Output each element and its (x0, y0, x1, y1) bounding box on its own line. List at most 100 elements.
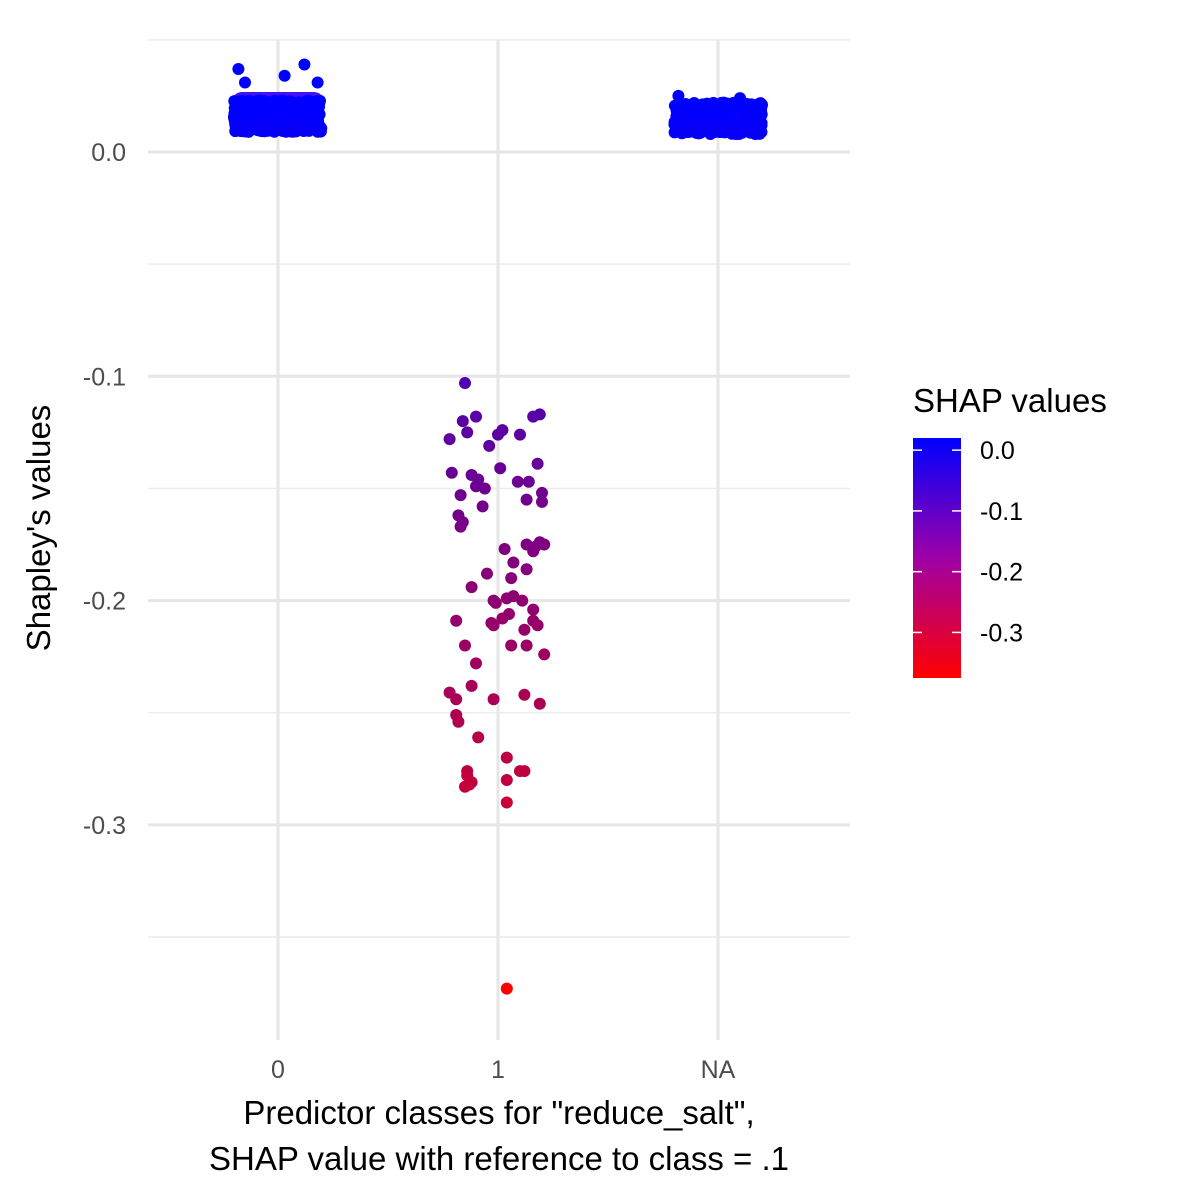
point-class-0 (228, 107, 241, 120)
point-class-1 (505, 572, 518, 585)
point-class-1 (536, 495, 548, 508)
point-class-0 (258, 125, 271, 138)
y-tick-label: 0.0 (91, 139, 126, 167)
x-tick-label: NA (701, 1056, 736, 1084)
point-class-0 (248, 109, 261, 122)
point-class-1 (459, 377, 471, 390)
point-class-na (730, 111, 743, 124)
point-class-na (717, 96, 730, 109)
legend-tick-label: 0.0 (980, 437, 1015, 465)
point-class-1 (533, 697, 546, 710)
point-class-1 (465, 679, 478, 692)
point-class-1 (494, 462, 507, 475)
point-class-0 (278, 69, 291, 82)
point-class-1 (470, 480, 482, 493)
color-legend: SHAP values 0.0 -0.1 -0.2 -0.3 (913, 382, 1107, 678)
point-class-1 (500, 774, 513, 787)
point-class-1 (527, 545, 540, 558)
point-class-na (672, 89, 685, 102)
point-class-1 (472, 731, 485, 744)
point-class-1 (531, 457, 544, 470)
point-class-1 (516, 594, 529, 607)
point-class-1 (450, 693, 463, 706)
legend-title: SHAP values (913, 382, 1107, 419)
point-class-1 (456, 415, 469, 428)
point-class-1 (520, 639, 533, 652)
x-tick-label: 1 (491, 1056, 505, 1084)
point-class-1 (496, 612, 509, 625)
point-class-1 (459, 639, 471, 652)
point-class-1 (518, 765, 531, 778)
point-class-na (706, 106, 719, 119)
point-class-1 (492, 428, 504, 441)
point-class-na (668, 126, 681, 139)
point-class-1 (505, 639, 518, 652)
legend-tick-label: -0.2 (980, 559, 1023, 587)
point-class-1 (487, 693, 500, 706)
point-class-1 (454, 489, 467, 502)
point-class-1 (520, 563, 533, 576)
point-class-0 (268, 96, 281, 109)
point-class-1 (520, 493, 533, 506)
point-class-1 (522, 475, 535, 488)
legend-tick-label: -0.1 (980, 498, 1023, 526)
point-class-1 (481, 567, 493, 580)
point-class-0 (298, 58, 311, 71)
point-class-na (734, 92, 746, 105)
point-class-1 (538, 538, 551, 551)
x-axis-title-line-2: SHAP value with reference to class = .1 (209, 1140, 789, 1177)
grid-lines (148, 39, 850, 1040)
point-class-0 (239, 76, 251, 89)
legend-colorbar (913, 438, 961, 678)
point-class-1 (500, 982, 513, 995)
point-class-na (683, 100, 696, 113)
point-class-0 (268, 118, 281, 131)
point-class-1 (531, 619, 544, 632)
point-class-1 (527, 603, 540, 616)
point-class-1 (518, 688, 531, 701)
point-class-1 (518, 623, 531, 636)
x-axis-ticks: 0 1 NA (271, 1056, 736, 1084)
point-class-1 (514, 428, 526, 441)
y-tick-label: -0.1 (83, 363, 126, 391)
point-class-0 (230, 119, 243, 132)
point-class-1 (500, 796, 513, 809)
point-class-1 (489, 596, 502, 609)
point-class-1 (507, 556, 520, 569)
point-class-na (697, 116, 710, 129)
y-axis-title: Shapley's values (20, 405, 57, 652)
point-class-1 (452, 715, 465, 728)
point-class-na (727, 100, 740, 113)
point-class-1 (454, 520, 467, 533)
point-class-1 (450, 614, 463, 627)
point-class-0 (311, 76, 324, 89)
point-class-1 (465, 581, 478, 594)
point-class-1 (511, 475, 524, 488)
point-class-1 (498, 543, 511, 556)
point-class-1 (463, 778, 476, 791)
point-class-0 (278, 96, 291, 109)
point-class-1 (536, 486, 548, 499)
point-class-na (718, 126, 731, 139)
x-axis-title-line-1: Predictor classes for "reduce_salt", (243, 1094, 754, 1131)
point-class-na (756, 98, 768, 111)
point-class-0 (314, 125, 327, 138)
point-class-1 (533, 408, 546, 421)
point-class-1 (500, 751, 513, 764)
point-class-0 (248, 97, 261, 110)
point-class-1 (483, 439, 496, 452)
y-axis-ticks: 0.0 -0.1 -0.2 -0.3 (83, 139, 126, 840)
point-class-1 (487, 619, 500, 632)
point-class-1 (476, 500, 489, 513)
data-points (228, 58, 768, 995)
point-class-0 (295, 105, 308, 118)
legend-ticks: 0.0 -0.1 -0.2 -0.3 (913, 437, 1023, 647)
point-class-0 (285, 123, 298, 136)
point-class-1 (445, 466, 458, 479)
point-class-1 (470, 657, 482, 670)
point-class-1 (538, 648, 551, 661)
point-class-na (746, 121, 759, 134)
legend-tick-label: -0.3 (980, 619, 1023, 647)
y-tick-label: -0.3 (83, 812, 126, 840)
